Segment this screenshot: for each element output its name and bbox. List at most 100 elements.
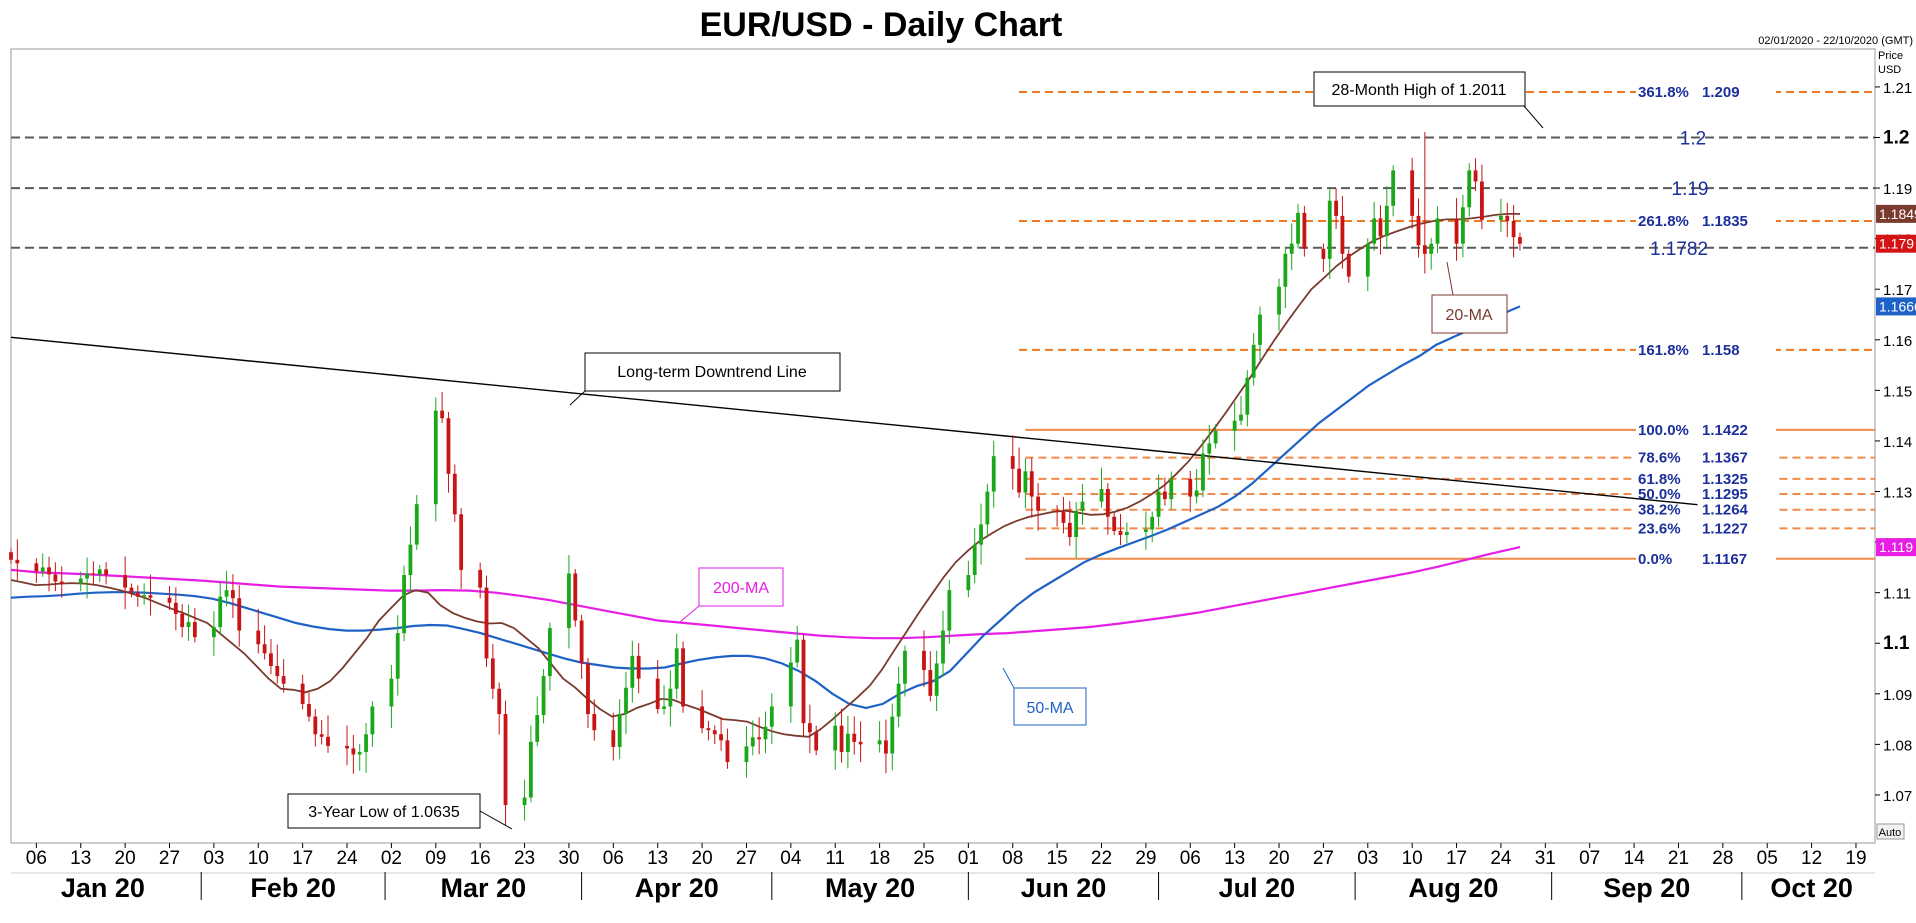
candle bbox=[1055, 505, 1060, 527]
x-tick-label: 03 bbox=[203, 848, 224, 869]
candle-body bbox=[763, 726, 768, 740]
candle bbox=[53, 562, 58, 592]
chart-title: EUR/USD - Daily Chart bbox=[700, 6, 1063, 44]
x-tick-label: 17 bbox=[1446, 848, 1467, 869]
candle bbox=[78, 571, 83, 592]
candle-body bbox=[40, 567, 45, 572]
candle-body bbox=[991, 456, 996, 492]
candle bbox=[1239, 395, 1243, 426]
candle-body bbox=[1017, 468, 1021, 493]
candle bbox=[281, 659, 286, 693]
candle-body bbox=[459, 514, 464, 570]
candle bbox=[586, 658, 590, 729]
x-tick-label: 30 bbox=[558, 848, 579, 869]
candle-body bbox=[1188, 478, 1193, 497]
x-tick-label: 21 bbox=[1668, 848, 1689, 869]
candle-body bbox=[1454, 218, 1459, 244]
candle bbox=[34, 558, 39, 583]
candle-body bbox=[186, 621, 191, 628]
candle-body bbox=[231, 590, 235, 599]
fib-value-label: 1.1367 bbox=[1702, 450, 1748, 467]
candle bbox=[275, 644, 280, 684]
fib-label-bg bbox=[1636, 420, 1776, 439]
plot-frame bbox=[10, 48, 1876, 844]
month-label: May 20 bbox=[825, 873, 915, 903]
price-tag-label: 1.1849 bbox=[1879, 206, 1916, 222]
candle-body bbox=[484, 587, 489, 659]
y-tick-label: 1.16 bbox=[1883, 333, 1912, 350]
price-tags: 1.1849 1.179 1.1666 1.119 bbox=[1876, 204, 1916, 557]
candle-body bbox=[1289, 243, 1294, 254]
candle-body bbox=[1296, 212, 1300, 244]
candle-body bbox=[947, 590, 952, 631]
x-tick-label: 27 bbox=[159, 848, 180, 869]
x-tick-label: 11 bbox=[825, 848, 845, 869]
month-label: Jan 20 bbox=[61, 873, 145, 903]
x-tick-label: 02 bbox=[381, 848, 402, 869]
candle bbox=[567, 555, 571, 649]
candle-body bbox=[1499, 215, 1503, 220]
candle-body bbox=[1251, 344, 1256, 378]
candle bbox=[1023, 458, 1028, 509]
downtrend-line-group bbox=[10, 336, 1698, 506]
candle bbox=[1188, 470, 1193, 513]
candle bbox=[1067, 501, 1072, 546]
candle bbox=[668, 670, 673, 727]
candle-body bbox=[345, 745, 349, 749]
candle-body bbox=[706, 728, 711, 731]
fib-value-label: 1.1325 bbox=[1702, 471, 1748, 488]
candle bbox=[503, 700, 508, 826]
price-tag-label: 1.179 bbox=[1879, 236, 1914, 252]
auto-scale-button[interactable] bbox=[1876, 823, 1905, 840]
candle bbox=[655, 659, 660, 714]
candle bbox=[611, 712, 616, 761]
candle-body bbox=[788, 662, 793, 707]
candle bbox=[300, 674, 305, 710]
downtrend-line bbox=[10, 336, 1698, 506]
y-tick-label: 1.19 bbox=[1883, 181, 1912, 198]
candle-body bbox=[180, 613, 185, 628]
candle bbox=[1296, 203, 1300, 249]
candle bbox=[40, 553, 45, 577]
candle-body bbox=[1239, 414, 1243, 421]
candle-body bbox=[966, 574, 971, 591]
ma200-line bbox=[10, 546, 1521, 640]
candle-body bbox=[1365, 243, 1370, 277]
y-tick-label: 1.1 bbox=[1883, 633, 1910, 654]
candle bbox=[1169, 471, 1174, 510]
candle-body bbox=[1099, 488, 1104, 502]
month-label: Mar 20 bbox=[441, 873, 527, 903]
candle bbox=[617, 699, 622, 760]
candle-body bbox=[535, 715, 540, 742]
x-tick-label: 16 bbox=[470, 848, 491, 869]
candle bbox=[85, 557, 89, 599]
candle-body bbox=[53, 574, 58, 582]
candle-body bbox=[1384, 205, 1389, 237]
candle-body bbox=[617, 714, 622, 747]
x-tick-label: 04 bbox=[780, 848, 802, 869]
x-tick-label: 27 bbox=[736, 848, 757, 869]
candle-body bbox=[941, 630, 945, 664]
candle-body bbox=[319, 734, 324, 737]
x-tick-label: 29 bbox=[1135, 848, 1156, 869]
candle-body bbox=[192, 621, 197, 638]
candle-body bbox=[1340, 215, 1345, 254]
candle-body bbox=[446, 418, 451, 474]
candle bbox=[1213, 424, 1218, 449]
candle-body bbox=[725, 740, 730, 763]
fib-value-label: 1.1227 bbox=[1702, 520, 1748, 537]
candle bbox=[452, 464, 457, 522]
candle-body bbox=[548, 628, 552, 677]
fib-percent-label: 50.0% bbox=[1638, 486, 1681, 503]
candle bbox=[839, 708, 844, 763]
candle-body bbox=[1258, 314, 1262, 345]
candle bbox=[370, 701, 375, 747]
candle bbox=[231, 574, 235, 618]
candle-body bbox=[624, 687, 628, 715]
candle-body bbox=[1378, 218, 1383, 237]
candle-body bbox=[1074, 510, 1079, 538]
y-tick-label: 1.17 bbox=[1883, 282, 1912, 299]
candle bbox=[490, 643, 495, 699]
candle bbox=[979, 503, 983, 565]
candle-body bbox=[1080, 501, 1085, 511]
